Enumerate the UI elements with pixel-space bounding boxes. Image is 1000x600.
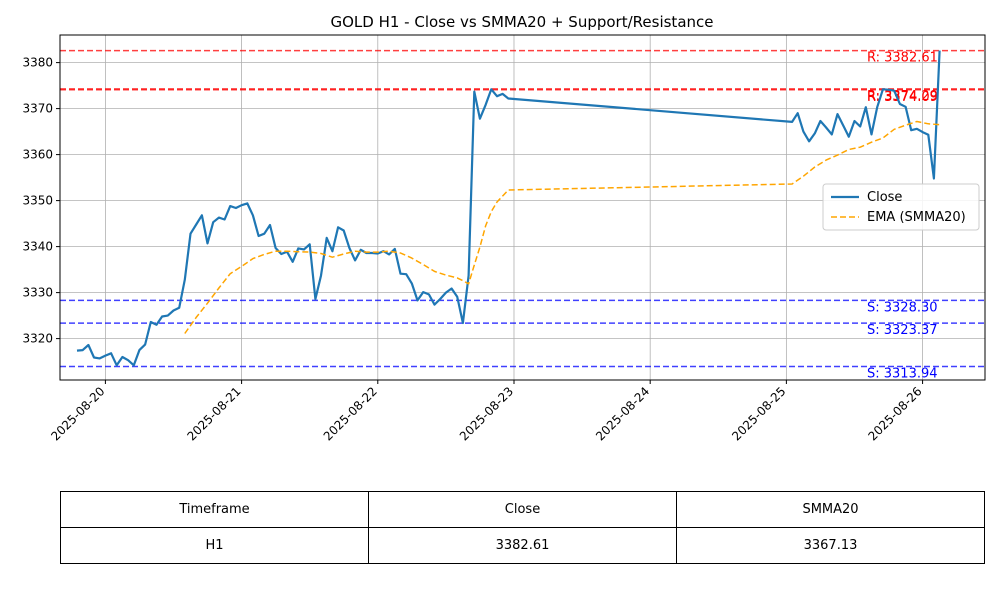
resistance-label: R: 3374.09 (867, 90, 938, 105)
y-tick-label: 3360 (22, 148, 53, 162)
y-tick-label: 3330 (22, 286, 53, 300)
x-tick-label: 2025-08-24 (593, 384, 652, 443)
x-tick-label: 2025-08-20 (48, 384, 107, 443)
table-cell-smma20: 3367.13 (676, 527, 985, 564)
chart-title: GOLD H1 - Close vs SMMA20 + Support/Resi… (330, 13, 713, 31)
table-row: H1 3382.61 3367.13 (60, 527, 985, 564)
x-tick-label: 2025-08-22 (321, 384, 380, 443)
legend-box (822, 183, 980, 231)
y-tick-label: 3320 (22, 332, 53, 346)
plot-frame (59, 34, 986, 381)
table-header-smma20: SMMA20 (676, 491, 985, 528)
support-label: S: 3313.94 (867, 366, 938, 381)
table-header-timeframe: Timeframe (60, 491, 369, 528)
smma20-line (184, 120, 940, 334)
table-cell-timeframe: H1 (60, 527, 369, 564)
legend: Close EMA (SMMA20) (822, 183, 980, 231)
table-header-close: Close (368, 491, 677, 528)
x-tick-label: 2025-08-23 (457, 384, 516, 443)
resistance-label: R: 3374.29 (867, 89, 938, 104)
y-tick-label: 3340 (22, 240, 53, 254)
table-cell-close: 3382.61 (368, 527, 677, 564)
support-label: S: 3328.30 (867, 300, 938, 315)
price-chart: GOLD H1 - Close vs SMMA20 + Support/Resi… (22, 13, 986, 443)
y-tick-label: 3380 (22, 56, 53, 70)
x-tick-label: 2025-08-21 (184, 384, 243, 443)
table-header-row: Timeframe Close SMMA20 (60, 491, 985, 528)
legend-label-smma: EMA (SMMA20) (867, 210, 966, 225)
close-price-line (76, 50, 941, 367)
series-lines (76, 50, 941, 367)
y-tick-label: 3350 (22, 194, 53, 208)
x-tick-label: 2025-08-26 (865, 384, 924, 443)
support-resistance-lines: R: 3382.61 R: 3374.29R: 3374.09 S: 3328.30… (60, 49, 985, 381)
resistance-label: R: 3382.61 (867, 51, 938, 66)
support-label: S: 3323.37 (867, 323, 938, 338)
x-tick-label: 2025-08-25 (729, 384, 788, 443)
legend-label-close: Close (867, 190, 902, 205)
summary-table: Timeframe Close SMMA20 H1 3382.61 3367.1… (60, 491, 985, 564)
y-tick-label: 3370 (22, 102, 53, 116)
